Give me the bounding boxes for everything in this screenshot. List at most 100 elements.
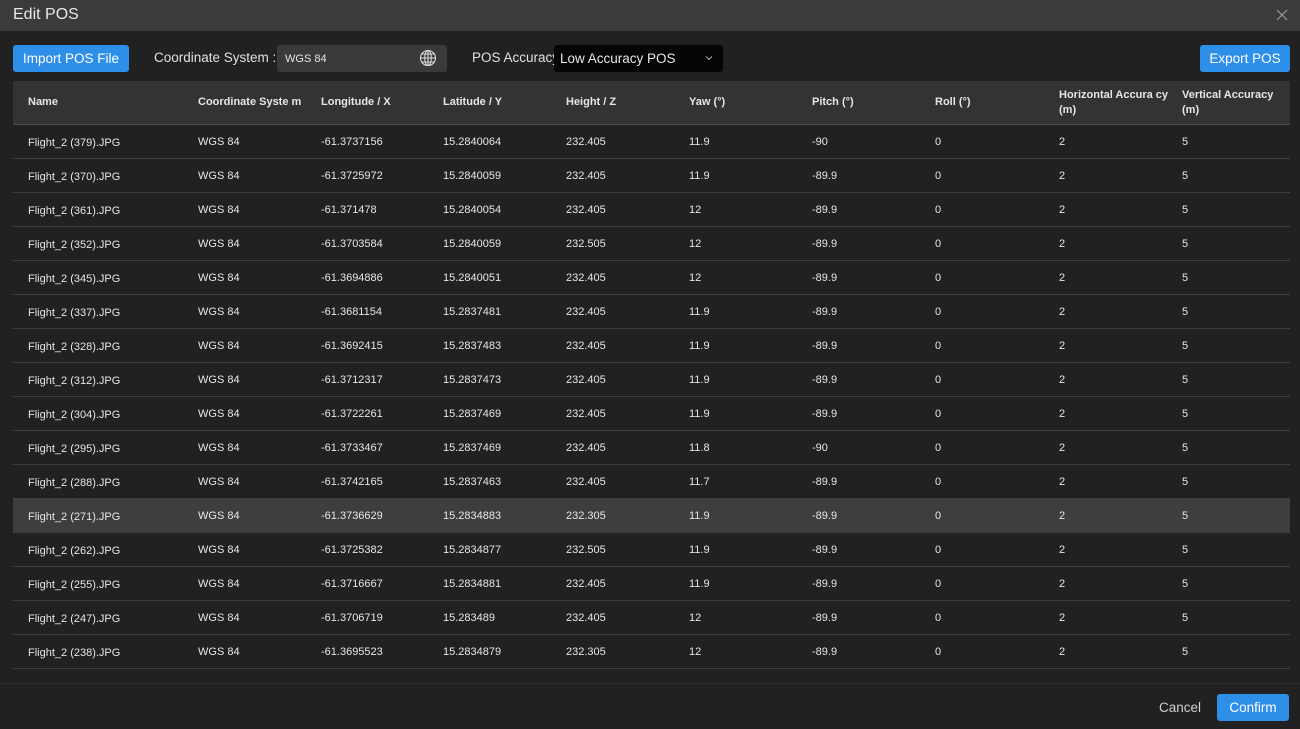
cell-name[interactable]: Flight_2 (379).JPG (28, 137, 121, 149)
cell-height[interactable]: 232.405 (566, 577, 606, 590)
cell-longitude[interactable]: -61.3725972 (321, 169, 383, 182)
cell-name[interactable]: Flight_2 (247).JPG (28, 613, 121, 625)
cell-coordinate-system[interactable]: WGS 84 (198, 543, 240, 556)
cell-coordinate-system[interactable]: WGS 84 (198, 441, 240, 454)
cell-longitude[interactable]: -61.3736629 (321, 509, 383, 522)
cell-vertical-accuracy[interactable]: 5 (1182, 441, 1189, 454)
cell-yaw[interactable]: 11.9 (689, 305, 710, 318)
coordinate-system-field[interactable]: WGS 84 (277, 45, 447, 72)
cell-longitude[interactable]: -61.3694886 (321, 271, 383, 284)
table-row[interactable]: Flight_2 (247).JPG WGS 84 -61.3706719 15.28… (13, 601, 1290, 635)
column-header-height[interactable]: Height / Z (566, 96, 617, 108)
cell-longitude[interactable]: -61.3733467 (321, 441, 383, 454)
cell-yaw[interactable]: 11.9 (689, 339, 710, 352)
cell-height[interactable]: 232.505 (566, 237, 606, 250)
globe-icon[interactable] (419, 49, 437, 67)
cell-latitude[interactable]: 15.2834883 (443, 509, 502, 522)
cell-roll[interactable]: 0 (935, 611, 942, 624)
table-row[interactable]: Flight_2 (262).JPG WGS 84 -61.3725382 15.28… (13, 533, 1290, 567)
table-row[interactable]: Flight_2 (295).JPG WGS 84 -61.3733467 15.28… (13, 431, 1290, 465)
cell-vertical-accuracy[interactable]: 5 (1182, 645, 1189, 658)
cell-horizontal-accuracy[interactable]: 2 (1059, 441, 1066, 454)
import-pos-file-button[interactable]: Import POS File (13, 45, 129, 72)
cell-roll[interactable]: 0 (935, 543, 942, 556)
cell-horizontal-accuracy[interactable]: 2 (1059, 475, 1066, 488)
cell-name[interactable]: Flight_2 (288).JPG (28, 477, 121, 489)
cell-height[interactable]: 232.405 (566, 203, 606, 216)
cell-name[interactable]: Flight_2 (361).JPG (28, 205, 121, 217)
table-row[interactable]: Flight_2 (271).JPG WGS 84 -61.3736629 15.28… (13, 499, 1290, 533)
cell-pitch[interactable]: -89.9 (812, 577, 838, 590)
cell-longitude[interactable]: -61.3681154 (321, 305, 382, 318)
cell-height[interactable]: 232.405 (566, 407, 606, 420)
cell-yaw[interactable]: 11.9 (689, 407, 710, 420)
cell-coordinate-system[interactable]: WGS 84 (198, 339, 240, 352)
confirm-button[interactable]: Confirm (1217, 694, 1289, 721)
cell-latitude[interactable]: 15.2840054 (443, 203, 502, 216)
cell-coordinate-system[interactable]: WGS 84 (198, 271, 240, 284)
cell-coordinate-system[interactable]: WGS 84 (198, 407, 240, 420)
column-header-longitude[interactable]: Longitude / X (321, 96, 391, 108)
cell-name[interactable]: Flight_2 (345).JPG (28, 273, 121, 285)
cell-horizontal-accuracy[interactable]: 2 (1059, 305, 1066, 318)
cell-height[interactable]: 232.405 (566, 169, 606, 182)
cell-horizontal-accuracy[interactable]: 2 (1059, 271, 1066, 284)
cell-height[interactable]: 232.405 (566, 441, 606, 454)
table-row[interactable]: Flight_2 (304).JPG WGS 84 -61.3722261 15.28… (13, 397, 1290, 431)
cell-pitch[interactable]: -89.9 (812, 611, 838, 624)
cell-name[interactable]: Flight_2 (255).JPG (28, 579, 121, 591)
cell-yaw[interactable]: 11.9 (689, 509, 710, 522)
cell-latitude[interactable]: 15.2840059 (443, 237, 502, 250)
cell-coordinate-system[interactable]: WGS 84 (198, 203, 240, 216)
cell-pitch[interactable]: -89.9 (812, 305, 838, 318)
cell-name[interactable]: Flight_2 (328).JPG (28, 341, 121, 353)
table-row[interactable]: Flight_2 (312).JPG WGS 84 -61.3712317 15.28… (13, 363, 1290, 397)
cell-yaw[interactable]: 11.9 (689, 135, 710, 148)
cell-horizontal-accuracy[interactable]: 2 (1059, 577, 1066, 590)
cell-height[interactable]: 232.305 (566, 645, 606, 658)
cell-roll[interactable]: 0 (935, 305, 942, 318)
cancel-button[interactable]: Cancel (1159, 700, 1202, 715)
cell-longitude[interactable]: -61.371478 (321, 203, 377, 216)
column-header-yaw[interactable]: Yaw (°) (689, 96, 726, 108)
cell-height[interactable]: 232.405 (566, 373, 606, 386)
cell-longitude[interactable]: -61.3742165 (321, 475, 383, 488)
cell-roll[interactable]: 0 (935, 203, 942, 216)
pos-accuracy-select[interactable]: Low Accuracy POS (554, 45, 723, 72)
cell-longitude[interactable]: -61.3712317 (321, 373, 383, 386)
cell-height[interactable]: 232.505 (566, 543, 606, 556)
cell-pitch[interactable]: -89.9 (812, 475, 838, 488)
cell-vertical-accuracy[interactable]: 5 (1182, 611, 1189, 624)
cell-yaw[interactable]: 12 (689, 203, 702, 216)
cell-pitch[interactable]: -90 (812, 441, 828, 454)
cell-longitude[interactable]: -61.3706719 (321, 611, 383, 624)
cell-yaw[interactable]: 12 (689, 237, 702, 250)
cell-vertical-accuracy[interactable]: 5 (1182, 203, 1189, 216)
cell-yaw[interactable]: 11.9 (689, 373, 710, 386)
cell-coordinate-system[interactable]: WGS 84 (198, 611, 240, 624)
column-header-latitude[interactable]: Latitude / Y (443, 96, 503, 108)
cell-yaw[interactable]: 12 (689, 645, 702, 658)
cell-height[interactable]: 232.405 (566, 305, 606, 318)
cell-pitch[interactable]: -89.9 (812, 169, 838, 182)
cell-pitch[interactable]: -89.9 (812, 237, 838, 250)
table-row[interactable]: Flight_2 (370).JPG WGS 84 -61.3725972 15.28… (13, 159, 1290, 193)
cell-latitude[interactable]: 15.283489 (443, 611, 495, 624)
table-row[interactable]: Flight_2 (337).JPG WGS 84 -61.3681154 15.28… (13, 295, 1290, 329)
cell-horizontal-accuracy[interactable]: 2 (1059, 543, 1066, 556)
cell-longitude[interactable]: -61.3716667 (321, 577, 383, 590)
cell-longitude[interactable]: -61.3695523 (321, 645, 383, 658)
cell-longitude[interactable]: -61.3703584 (321, 237, 383, 250)
cell-coordinate-system[interactable]: WGS 84 (198, 577, 240, 590)
cell-yaw[interactable]: 12 (689, 611, 702, 624)
cell-pitch[interactable]: -89.9 (812, 339, 838, 352)
cell-pitch[interactable]: -89.9 (812, 543, 838, 556)
cell-horizontal-accuracy[interactable]: 2 (1059, 339, 1066, 352)
cell-height[interactable]: 232.405 (566, 271, 606, 284)
cell-height[interactable]: 232.405 (566, 135, 606, 148)
cell-pitch[interactable]: -89.9 (812, 373, 838, 386)
table-row[interactable]: Flight_2 (352).JPG WGS 84 -61.3703584 15.28… (13, 227, 1290, 261)
cell-roll[interactable]: 0 (935, 339, 942, 352)
cell-latitude[interactable]: 15.2837469 (443, 441, 502, 454)
table-row[interactable]: Flight_2 (345).JPG WGS 84 -61.3694886 15.28… (13, 261, 1290, 295)
